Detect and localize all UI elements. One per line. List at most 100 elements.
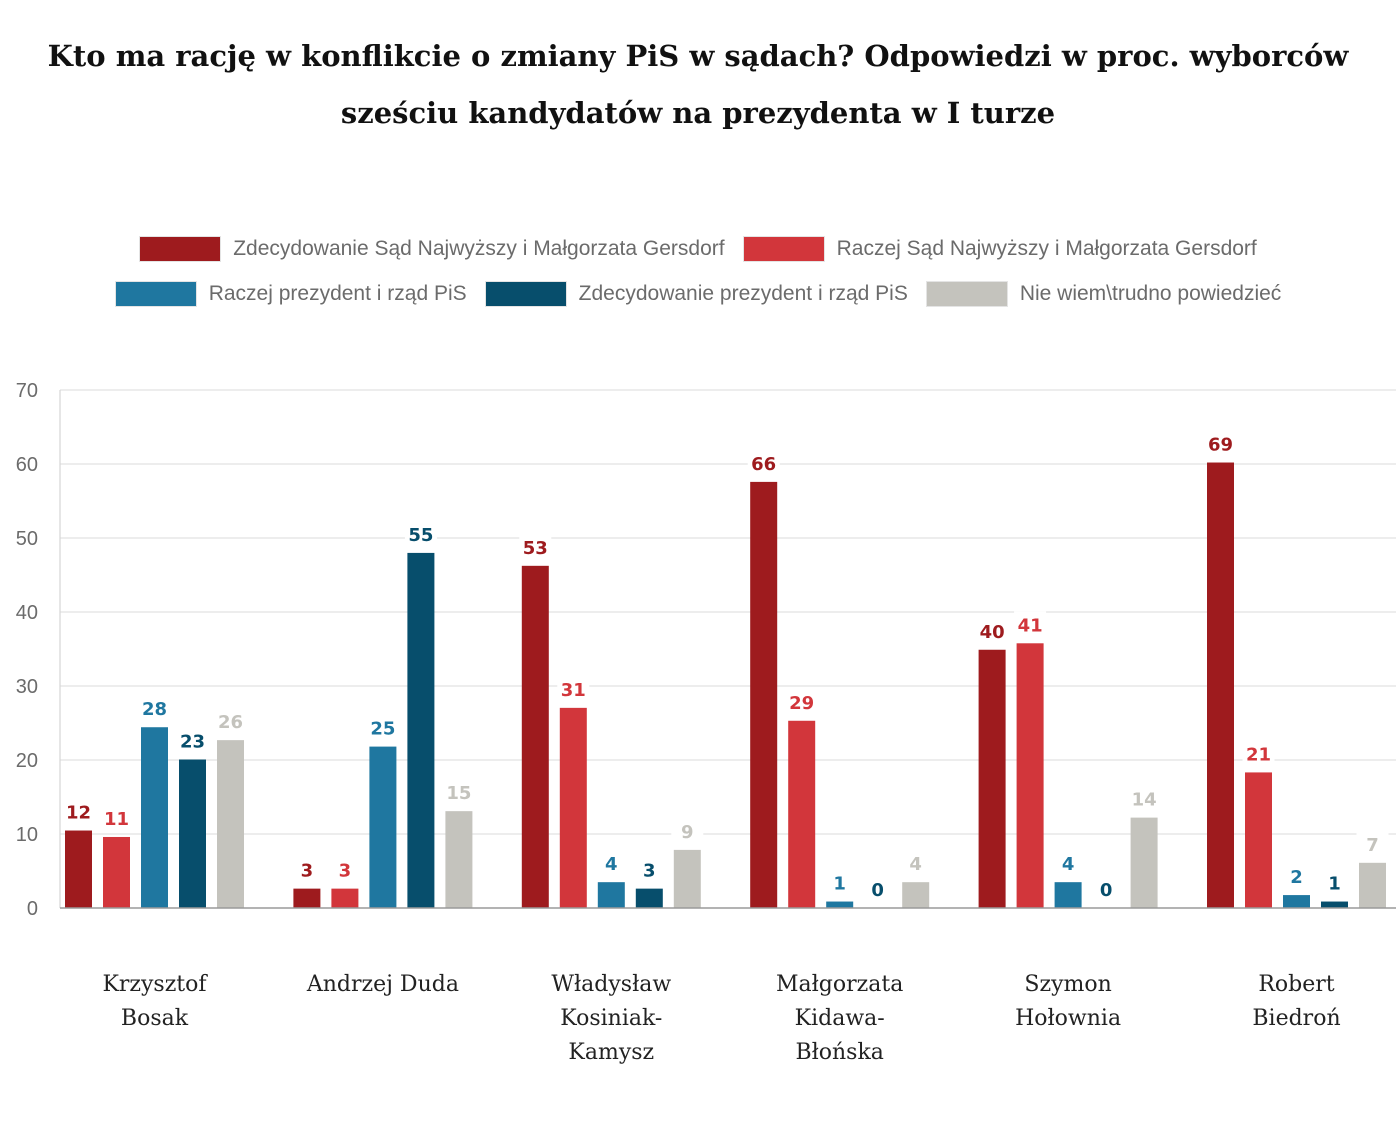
x-category-label: Robert Biedroń — [1197, 968, 1396, 1036]
bar — [826, 901, 854, 908]
legend-item[interactable]: Raczej Sąd Najwyższy i Małgorzata Gersdo… — [742, 236, 1257, 262]
data-label-bg — [100, 804, 133, 829]
data-label: 7 — [1366, 835, 1379, 856]
data-label: 26 — [218, 712, 243, 733]
data-label-bg — [176, 727, 209, 752]
data-label: 12 — [66, 803, 91, 824]
x-category-label-line: Krzysztof — [102, 972, 207, 997]
data-label: 4 — [605, 854, 618, 875]
bar — [1245, 772, 1272, 908]
data-label-bg — [976, 617, 1009, 642]
y-tick-label: 60 — [16, 454, 38, 476]
bar — [217, 740, 244, 908]
bar — [445, 811, 473, 908]
bar — [635, 888, 663, 908]
y-tick-label: 0 — [27, 898, 38, 920]
y-tick-label: 70 — [16, 380, 38, 402]
data-label-bg — [138, 695, 171, 720]
x-category-label: Małgorzata Kidawa- Błońska — [740, 968, 940, 1070]
bar — [750, 481, 778, 908]
x-category-label-line: Kamysz — [568, 1040, 655, 1065]
bar — [103, 836, 130, 908]
data-label: 2 — [1290, 867, 1303, 888]
legend-label: Raczej Sąd Najwyższy i Małgorzata Gersdo… — [836, 237, 1257, 260]
legend-item[interactable]: Nie wiem\trudno powiedzieć — [925, 281, 1282, 307]
bar — [369, 746, 397, 908]
x-category-label: Krzysztof Bosak — [55, 968, 255, 1036]
bar — [407, 552, 435, 908]
data-label: 4 — [1062, 854, 1075, 875]
bar — [597, 882, 625, 908]
legend-swatch — [139, 236, 222, 262]
x-category-label-line: Błońska — [795, 1040, 884, 1065]
data-label-bg — [1280, 863, 1313, 888]
y-tick-label: 50 — [16, 528, 38, 550]
data-label: 11 — [104, 809, 129, 830]
data-label: 0 — [871, 880, 884, 901]
bar — [673, 849, 701, 908]
bar — [65, 830, 92, 908]
data-label-bg — [1090, 876, 1123, 900]
data-label-bg — [519, 533, 552, 558]
bar — [1054, 882, 1082, 908]
data-label-bg — [557, 675, 590, 700]
chart-title: Kto ma rację w konflikcie o zmiany PiS w… — [0, 28, 1396, 142]
x-category-label-line: Robert — [1258, 972, 1335, 997]
bar — [978, 649, 1006, 908]
data-label: 4 — [909, 854, 922, 875]
data-label: 3 — [301, 861, 314, 882]
data-label: 28 — [142, 699, 167, 720]
legend-swatch — [114, 281, 197, 307]
bar — [141, 727, 168, 908]
data-label-bg — [442, 779, 475, 804]
data-label: 29 — [789, 693, 814, 714]
y-tick-label: 10 — [16, 824, 38, 846]
data-label-bg — [785, 688, 818, 713]
x-category-label: Andrzej Duda — [283, 968, 483, 1002]
x-category-label-line: Kidawa- — [794, 1006, 885, 1031]
data-label: 53 — [523, 538, 548, 559]
data-label-bg — [214, 708, 247, 733]
data-label: 66 — [751, 454, 776, 475]
x-category-label: Władysław Kosiniak- Kamysz — [511, 968, 711, 1070]
data-label-bg — [404, 520, 437, 545]
data-label: 1 — [1328, 874, 1341, 895]
bar — [1130, 817, 1158, 908]
data-label-bg — [747, 449, 780, 474]
data-label: 0 — [1100, 880, 1113, 901]
data-label: 3 — [339, 861, 352, 882]
y-tick-label: 20 — [16, 750, 38, 772]
data-label: 41 — [1018, 615, 1043, 636]
data-label: 23 — [180, 732, 205, 753]
chart-title-line-2: sześciu kandydatów na prezydenta w I tur… — [340, 96, 1056, 130]
x-category-label-line: Bosak — [120, 1006, 189, 1031]
y-tick-label: 30 — [16, 676, 38, 698]
data-label-bg — [671, 817, 704, 842]
data-label: 69 — [1208, 435, 1233, 456]
bar — [521, 565, 549, 908]
legend-item[interactable]: Raczej prezydent i rząd PiS — [114, 281, 467, 307]
data-label-bg — [1204, 430, 1237, 455]
data-label-bg — [1356, 830, 1389, 855]
data-label: 21 — [1246, 744, 1271, 765]
data-label-bg — [633, 856, 666, 881]
data-label-bg — [861, 876, 894, 900]
data-label-bg — [328, 856, 361, 881]
data-label-bg — [899, 850, 932, 875]
legend-row-2: Raczej prezydent i rząd PiS Zdecydowanie… — [0, 281, 1396, 307]
data-label: 40 — [980, 622, 1005, 643]
bar — [788, 720, 816, 908]
data-label-bg — [290, 856, 323, 881]
y-tick-label: 40 — [16, 602, 38, 624]
legend-swatch — [925, 281, 1008, 307]
legend-label: Raczej prezydent i rząd PiS — [208, 282, 467, 305]
legend-label: Nie wiem\trudno powiedzieć — [1019, 282, 1282, 305]
chart-title-line-1: Kto ma rację w konflikcie o zmiany PiS w… — [47, 39, 1349, 73]
bar — [331, 888, 359, 908]
data-label-bg — [1318, 869, 1351, 894]
legend-item[interactable]: Zdecydowanie prezydent i rząd PiS — [484, 281, 908, 307]
x-category-label-line: Hołownia — [1015, 1006, 1122, 1031]
legend-item[interactable]: Zdecydowanie Sąd Najwyższy i Małgorzata … — [139, 236, 725, 262]
data-label: 55 — [408, 525, 433, 546]
